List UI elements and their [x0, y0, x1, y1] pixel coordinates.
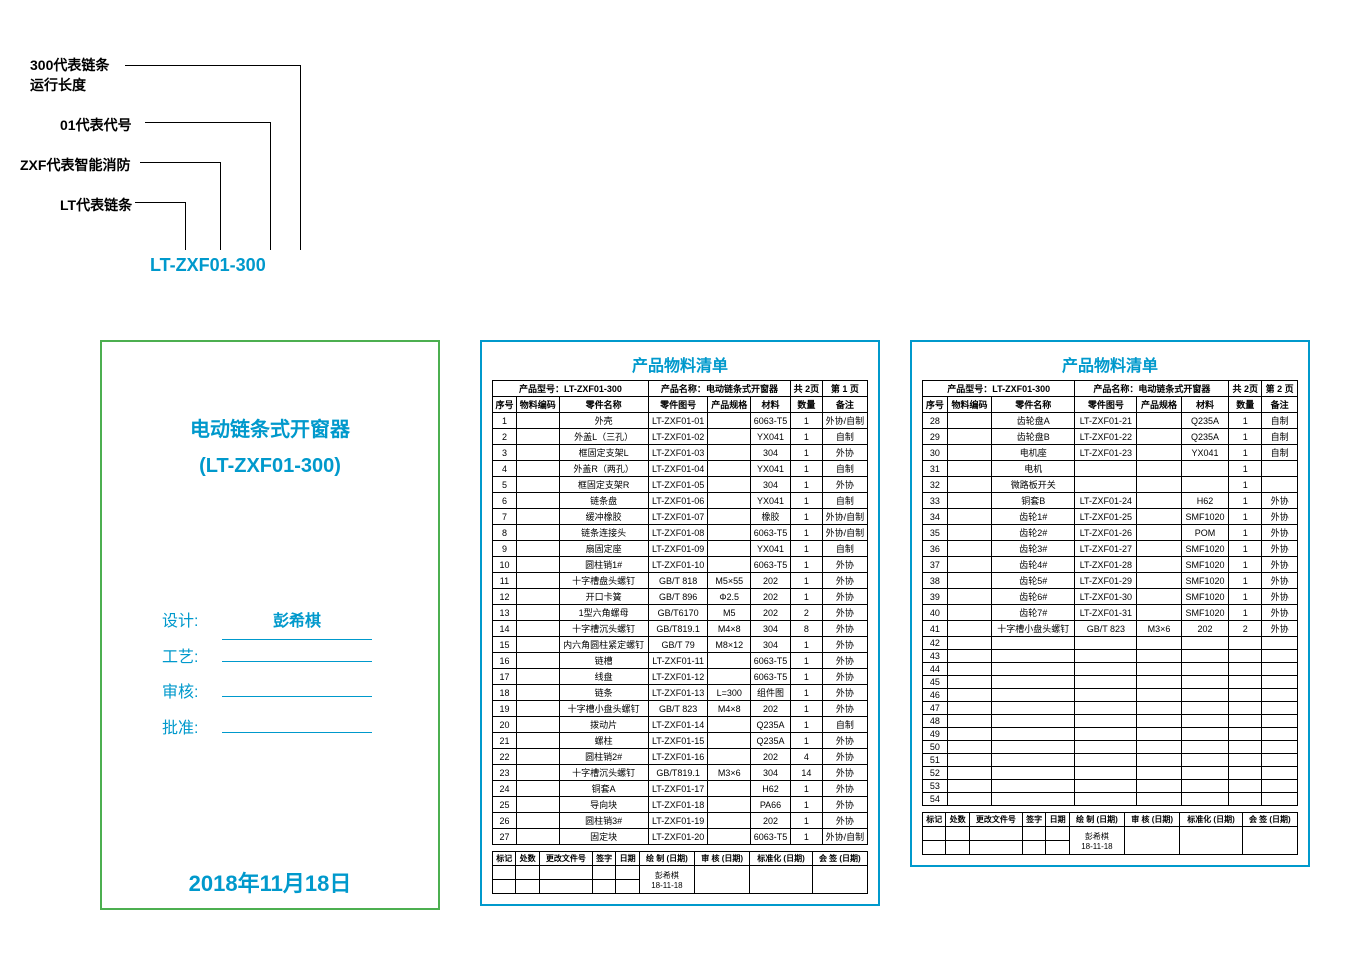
bom-page-1: 产品物料清单 产品型号：LT-ZXF01-300 产品名称：电动链条式开窗器 共… — [480, 340, 880, 906]
field-process-label: 工艺: — [162, 640, 222, 675]
field-review-value — [222, 696, 372, 697]
label-300: 300代表链条 — [30, 55, 109, 75]
table-row: 9扇固定座LT-ZXF01-09YX0411自制 — [493, 541, 868, 557]
table-row: 7缓冲橡胶LT-ZXF01-07橡胶1外协/自制 — [493, 509, 868, 525]
table-row: 33铜套BLT-ZXF01-24H621外协 — [923, 493, 1298, 509]
bom-title: 产品物料清单 — [492, 352, 868, 376]
document-date: 2018年11月18日 — [102, 866, 438, 898]
table-row: 20拨动片LT-ZXF01-14Q235A1自制 — [493, 717, 868, 733]
bom-table-2: 产品型号：LT-ZXF01-300 产品名称：电动链条式开窗器 共 2页 第 2… — [922, 380, 1298, 806]
label-zxf: ZXF代表智能消防 — [20, 155, 130, 175]
table-row: 10圆柱销1#LT-ZXF01-106063-T51外协 — [493, 557, 868, 573]
table-row: 50 — [923, 741, 1298, 754]
table-row: 21螺柱LT-ZXF01-15Q235A1外协 — [493, 733, 868, 749]
table-row: 19十字槽小盘头螺钉GB/T 823M4×82021外协 — [493, 701, 868, 717]
table-row: 54 — [923, 793, 1298, 806]
field-approve-label: 批准: — [162, 711, 222, 746]
table-row: 24铜套ALT-ZXF01-17H621外协 — [493, 781, 868, 797]
table-row: 14十字槽沉头螺钉GB/T819.1M4×83048外协 — [493, 621, 868, 637]
table-row: 4外盖R（两孔）LT-ZXF01-04YX0411自制 — [493, 461, 868, 477]
table-row: 28齿轮盘ALT-ZXF01-21Q235A1自制 — [923, 413, 1298, 429]
table-row: 31电机1 — [923, 461, 1298, 477]
table-row: 18链条LT-ZXF01-13L=300组件图1外协 — [493, 685, 868, 701]
bom-header-row: 序号 物料编码 零件名称 零件图号 产品规格 材料 数量 备注 — [493, 397, 868, 413]
table-row: 1外壳LT-ZXF01-016063-T51外协/自制 — [493, 413, 868, 429]
table-row: 46 — [923, 689, 1298, 702]
table-row: 22圆柱销2#LT-ZXF01-162024外协 — [493, 749, 868, 765]
table-row: 11十字槽盘头螺钉GB/T 818M5×552021外协 — [493, 573, 868, 589]
table-row: 43 — [923, 650, 1298, 663]
field-approve-value — [222, 732, 372, 733]
product-title: 电动链条式开窗器 — [102, 412, 438, 448]
bom-header-row: 序号 物料编码 零件名称 零件图号 产品规格 材料 数量 备注 — [923, 397, 1298, 413]
table-row: 53 — [923, 780, 1298, 793]
table-row: 47 — [923, 702, 1298, 715]
bom-footer-2: 标记 处数 更改文件号 签字 日期 绘 制 (日期) 审 核 (日期) 标准化 … — [922, 812, 1298, 855]
table-row: 40齿轮7#LT-ZXF01-31SMF10201外协 — [923, 605, 1298, 621]
bom-title-2: 产品物料清单 — [922, 352, 1298, 376]
table-row: 16链槽LT-ZXF01-116063-T51外协 — [493, 653, 868, 669]
table-row: 36齿轮3#LT-ZXF01-27SMF10201外协 — [923, 541, 1298, 557]
table-row: 15内六角圆柱紧定螺钉GB/T 79M8×123041外协 — [493, 637, 868, 653]
table-row: 8链条连接头LT-ZXF01-086063-T51外协/自制 — [493, 525, 868, 541]
table-row: 25导向块LT-ZXF01-18PA661外协 — [493, 797, 868, 813]
table-row: 32微路板开关1 — [923, 477, 1298, 493]
table-row: 17线盘LT-ZXF01-126063-T51外协 — [493, 669, 868, 685]
field-process-value — [222, 661, 372, 662]
table-row: 3框固定支架LLT-ZXF01-033041外协 — [493, 445, 868, 461]
table-row: 35齿轮2#LT-ZXF01-26POM1外协 — [923, 525, 1298, 541]
table-row: 51 — [923, 754, 1298, 767]
model-code: LT-ZXF01-300 — [150, 255, 266, 276]
table-row: 27固定块LT-ZXF01-206063-T51外协/自制 — [493, 829, 868, 845]
table-row: 5框固定支架RLT-ZXF01-053041外协 — [493, 477, 868, 493]
bom-page-2: 产品物料清单 产品型号：LT-ZXF01-300 产品名称：电动链条式开窗器 共… — [910, 340, 1310, 867]
table-row: 41十字槽小盘头螺钉GB/T 823M3×62022外协 — [923, 621, 1298, 637]
table-row: 44 — [923, 663, 1298, 676]
field-design-label: 设计: — [162, 604, 222, 639]
table-row: 52 — [923, 767, 1298, 780]
table-row: 38齿轮5#LT-ZXF01-29SMF10201外协 — [923, 573, 1298, 589]
table-row: 39齿轮6#LT-ZXF01-30SMF10201外协 — [923, 589, 1298, 605]
title-card: 电动链条式开窗器 (LT-ZXF01-300) 设计:彭希棋 工艺: 审核: 批… — [100, 340, 440, 910]
field-review-label: 审核: — [162, 675, 222, 710]
table-row: 37齿轮4#LT-ZXF01-28SMF10201外协 — [923, 557, 1298, 573]
table-row: 48 — [923, 715, 1298, 728]
label-lt: LT代表链条 — [60, 195, 132, 215]
signature-fields: 设计:彭希棋 工艺: 审核: 批准: — [102, 604, 438, 746]
table-row: 26圆柱销3#LT-ZXF01-192021外协 — [493, 813, 868, 829]
table-row: 29齿轮盘BLT-ZXF01-22Q235A1自制 — [923, 429, 1298, 445]
table-row: 23十字槽沉头螺钉GB/T819.1M3×630414外协 — [493, 765, 868, 781]
table-row: 30电机座LT-ZXF01-23YX0411自制 — [923, 445, 1298, 461]
field-design-value: 彭希棋 — [222, 604, 372, 640]
label-01: 01代表代号 — [60, 115, 132, 135]
product-code: (LT-ZXF01-300) — [102, 448, 438, 484]
table-row: 12开口卡簧GB/T 896Φ2.52021外协 — [493, 589, 868, 605]
table-row: 34齿轮1#LT-ZXF01-25SMF10201外协 — [923, 509, 1298, 525]
table-row: 131型六角螺母GB/T6170M52022外协 — [493, 605, 868, 621]
bom-table-1: 产品型号：LT-ZXF01-300 产品名称：电动链条式开窗器 共 2页 第 1… — [492, 380, 868, 845]
table-row: 6链条盘LT-ZXF01-06YX0411自制 — [493, 493, 868, 509]
table-row: 42 — [923, 637, 1298, 650]
label-300b: 运行长度 — [30, 75, 86, 95]
table-row: 49 — [923, 728, 1298, 741]
table-row: 2外盖L（三孔）LT-ZXF01-02YX0411自制 — [493, 429, 868, 445]
table-row: 45 — [923, 676, 1298, 689]
bom-footer-1: 标记 处数 更改文件号 签字 日期 绘 制 (日期) 审 核 (日期) 标准化 … — [492, 851, 868, 894]
